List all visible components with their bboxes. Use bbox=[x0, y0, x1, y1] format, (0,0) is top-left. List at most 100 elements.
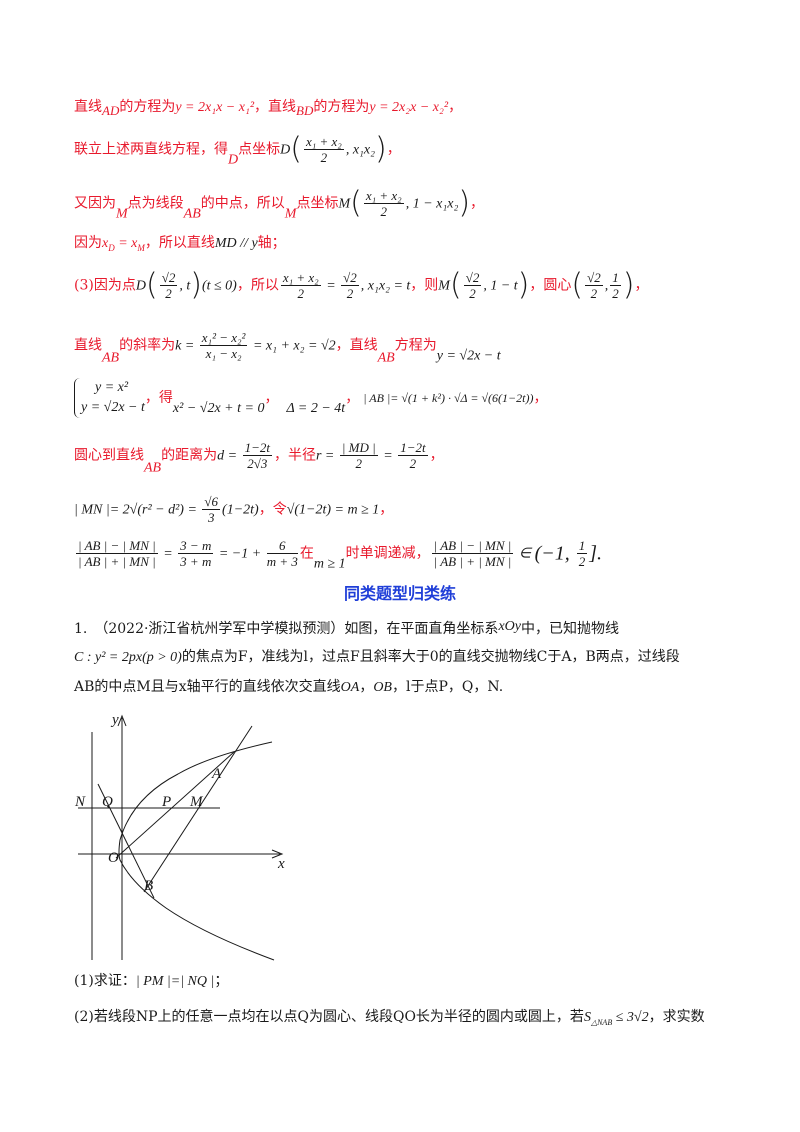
text: 点坐标 bbox=[296, 195, 339, 212]
parabola bbox=[118, 741, 275, 961]
solution-line-7: y = x² y = √2x − t ，得x² − √2x + t = 0，Δ = … bbox=[74, 378, 547, 420]
fraction: √2 2 bbox=[159, 270, 178, 301]
fraction: √2 2 bbox=[341, 270, 359, 301]
math: = bbox=[379, 448, 397, 464]
problem-line-2: C : y² = 2px(p > 0)的焦点为F，准线为l，过点F且斜率大于0的… bbox=[74, 646, 680, 669]
y-axis-arrow bbox=[117, 714, 127, 727]
equation-bd: y = 2x₂x − x₂² bbox=[369, 100, 449, 115]
text: ， bbox=[634, 277, 649, 294]
math: = bbox=[322, 278, 340, 294]
math: M bbox=[116, 206, 128, 222]
problem-line-1: 1. （2022·浙江省杭州学军中学模拟预测）如图，在平面直角坐标系xOy中，已… bbox=[74, 616, 619, 640]
label-n: N bbox=[74, 794, 86, 810]
math: S bbox=[583, 1010, 591, 1025]
question-1: (1)求证：| PM |=| NQ |； bbox=[74, 970, 228, 993]
math: AB bbox=[377, 350, 395, 366]
math: △NAB bbox=[590, 1017, 613, 1027]
label-m: M bbox=[189, 794, 204, 810]
solution-line-2: 联立上述两直线方程，得D点坐标D(x₁ + x₂ 2, x₁x₂)， bbox=[74, 131, 401, 168]
solution-line-3: 又因为M点为线段AB的中点，所以M点坐标M(x₁ + x₂ 2, 1 − x₁x₂… bbox=[74, 185, 485, 222]
line-oa bbox=[115, 751, 235, 859]
text: ， bbox=[379, 501, 394, 518]
text: 方程为 bbox=[394, 337, 437, 354]
text: 直线 bbox=[74, 99, 102, 115]
math: AB bbox=[183, 206, 201, 222]
text: 轴； bbox=[257, 235, 286, 251]
math: M bbox=[438, 278, 450, 294]
math: , x₁x₂ bbox=[345, 142, 375, 158]
text: 点为线段 bbox=[127, 195, 184, 212]
fraction: | MD | 2 bbox=[339, 440, 378, 471]
math: | AB |= √(1 + k²) · √Δ = √(6(1−2t)) bbox=[363, 391, 534, 405]
solution-line-6: 直线AB的斜率为k = x₁² − x₂² x₁ − x₂ = x₁ + x₂ =… bbox=[74, 330, 501, 370]
fraction: 1−2t 2√3 bbox=[242, 440, 272, 471]
text: 点坐标 bbox=[238, 141, 281, 158]
problem-line-3: AB的中点M且与x轴平行的直线依次交直线OA，OB，l于点P，Q，N. bbox=[74, 676, 503, 699]
label-a: A bbox=[211, 766, 222, 782]
math: , bbox=[604, 278, 609, 294]
fraction: x₁² − x₂² x₁ − x₂ bbox=[199, 330, 248, 361]
math: D bbox=[280, 142, 291, 158]
text: 直线 bbox=[74, 337, 102, 354]
label-o: O bbox=[108, 850, 119, 866]
chord-ab bbox=[143, 725, 253, 893]
text: 在 bbox=[299, 545, 314, 562]
math: xOy bbox=[498, 619, 521, 634]
solution-line-9: | MN |= 2√(r² − d²) = √6 3 (1−2t)，令√(1−2t)… bbox=[74, 494, 393, 525]
math: D bbox=[135, 278, 146, 294]
text: 1. （2022·浙江省杭州学军中学模拟预测）如图，在平面直角坐标系 bbox=[74, 621, 499, 637]
math: | MN |= 2√(r² − d²) = bbox=[74, 502, 201, 518]
text: ，直线 bbox=[254, 99, 297, 115]
text: ， bbox=[470, 195, 485, 212]
math: D bbox=[108, 242, 115, 253]
x-axis-arrow bbox=[271, 849, 284, 859]
text: ， bbox=[264, 390, 279, 406]
question-2: (2)若线段NP上的任意一点均在以点Q为圆心、线段QO长为半径的圆内或圆上，若S… bbox=[74, 1006, 705, 1034]
section-heading: 同类题型归类练 bbox=[343, 584, 456, 603]
text: ， bbox=[429, 447, 444, 464]
text: 的焦点为F，准线为l，过点F且斜率大于0的直线交抛物线C于A，B两点，过线段 bbox=[181, 649, 680, 665]
math: C : y² = 2px(p > 0) bbox=[74, 650, 182, 665]
math: Δ = 2 − 4t bbox=[286, 401, 346, 416]
text: ，所以直线 bbox=[144, 235, 215, 251]
text: ，得 bbox=[144, 390, 173, 406]
text: ， bbox=[448, 99, 463, 115]
math: ]. bbox=[589, 542, 603, 565]
label-p: P bbox=[161, 794, 171, 810]
line-ob bbox=[97, 783, 155, 899]
math: √(1−2t) = m ≥ 1 bbox=[286, 502, 380, 518]
solution-line-4: 因为xD = xM，所以直线MD // y轴； bbox=[74, 232, 286, 259]
math: y = √2x − t bbox=[436, 348, 501, 364]
fraction: √2 2 bbox=[585, 270, 603, 301]
math: = x₁ + x₂ = √2 bbox=[249, 338, 336, 354]
math: , 1 − x₁x₂ bbox=[405, 196, 459, 212]
text: ； bbox=[214, 973, 229, 989]
math: (t ≤ 0) bbox=[201, 278, 237, 294]
text: 的方程为 bbox=[119, 99, 176, 115]
fraction: √6 3 bbox=[202, 494, 221, 525]
math: (−1, bbox=[534, 542, 575, 565]
equation-ad: y = 2x₁x − x₁² bbox=[175, 100, 255, 115]
text: ，所以 bbox=[236, 277, 279, 294]
text: (1)求证： bbox=[74, 973, 136, 989]
text: ，圆心 bbox=[529, 277, 572, 294]
solution-line-5: (3)因为点D(√2 2, t)(t ≤ 0)，所以 x₁ + x₂ 2 = √2 2,… bbox=[74, 267, 649, 303]
fraction: | AB | − | MN | | AB | + | MN | bbox=[431, 538, 514, 569]
math: D bbox=[228, 152, 239, 168]
label-y: y bbox=[110, 712, 119, 728]
math: AD bbox=[102, 103, 120, 118]
text: ，令 bbox=[258, 501, 287, 518]
math: OB bbox=[373, 680, 392, 695]
text: 又因为 bbox=[74, 195, 116, 212]
math: M bbox=[338, 196, 351, 212]
text: ，求实数 bbox=[648, 1009, 705, 1025]
text: 中，已知抛物线 bbox=[520, 621, 619, 637]
fraction: x₁ + x₂ 2 bbox=[303, 134, 344, 165]
math: , x₁x₂ = t bbox=[360, 278, 411, 294]
fraction: | AB | − | MN | | AB | + | MN | bbox=[76, 538, 158, 569]
solution-line-1: 直线AD的方程为y = 2x₁x − x₁²，直线BD的方程为y = 2x₂x … bbox=[74, 96, 462, 122]
math: , 1 − t bbox=[483, 278, 518, 294]
math: k = bbox=[175, 338, 198, 354]
